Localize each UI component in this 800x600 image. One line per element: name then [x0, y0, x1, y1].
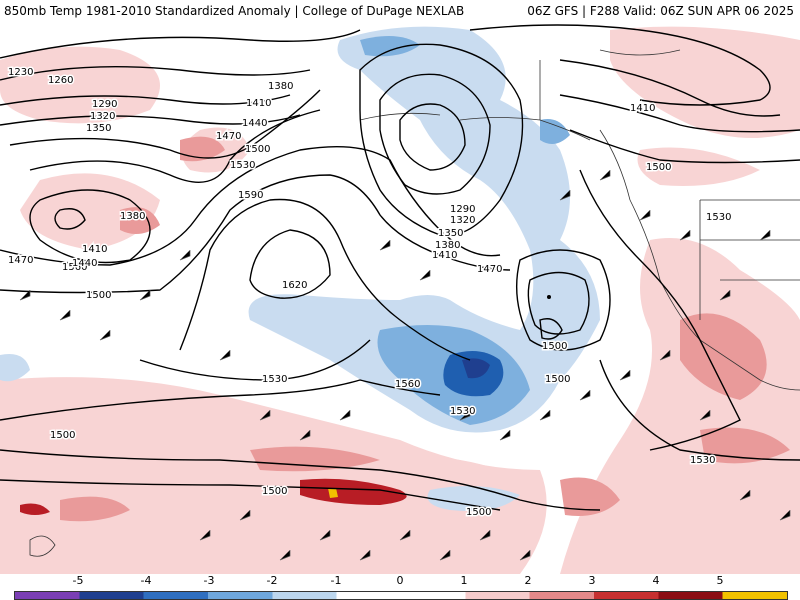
legend-tick: 2 — [524, 574, 532, 587]
contour-label: 1320 — [450, 215, 475, 226]
contour-label: 1500 — [545, 374, 570, 385]
anomaly-legend: -5 -4 -3 -2 -1 0 1 2 3 4 5 — [0, 574, 800, 600]
contour-label: 1380 — [268, 81, 293, 92]
contour-label: 1590 — [238, 190, 263, 201]
contour-label: 1500 — [50, 430, 75, 441]
contour-label: 1560 — [395, 379, 420, 390]
weather-map[interactable]: 1230 1260 1290 1320 1350 1380 1410 1440 … — [0, 22, 800, 574]
contour-label: 1500 — [466, 507, 491, 518]
contour-label: 1380 — [120, 211, 145, 222]
contour-label: 1410 — [432, 250, 457, 261]
contour-label: 1440 — [242, 118, 267, 129]
contour-label: 1530 — [230, 160, 255, 171]
contour-label: 1350 — [438, 228, 463, 239]
legend-tick: -4 — [140, 574, 152, 587]
contour-label: 1290 — [92, 99, 117, 110]
legend-tick: 5 — [716, 574, 724, 587]
contour-label: 1620 — [282, 280, 307, 291]
contour-label: 1500 — [542, 341, 567, 352]
legend-tick: 1 — [460, 574, 468, 587]
map-header: 850mb Temp 1981-2010 Standardized Anomal… — [0, 0, 800, 22]
contour-labels: 1230 1260 1290 1320 1350 1380 1410 1440 … — [7, 66, 733, 520]
contour-label: 1230 — [8, 67, 33, 78]
legend-color-bar — [14, 591, 788, 600]
extreme-positive-anomaly — [328, 488, 338, 498]
contour-label: 1560 — [62, 262, 87, 273]
legend-tick: -2 — [266, 574, 278, 587]
contour-label: 1530 — [690, 455, 715, 466]
deep-negative-anomaly — [462, 358, 490, 379]
contour-label: 1290 — [450, 204, 475, 215]
contour-label: 1410 — [630, 103, 655, 114]
contour-label: 1500 — [245, 144, 270, 155]
contour-label: 1530 — [450, 406, 475, 417]
low-center-marker — [547, 295, 551, 299]
legend-tick: 3 — [588, 574, 596, 587]
model-run-info: 06Z GFS | F288 Valid: 06Z SUN APR 06 202… — [527, 4, 794, 18]
coastlines — [29, 49, 800, 557]
contour-label: 1500 — [262, 486, 287, 497]
strong-positive-anomaly — [20, 478, 407, 515]
legend-tick: -3 — [203, 574, 215, 587]
contour-label: 1380 — [435, 240, 460, 251]
contour-label: 1470 — [477, 264, 502, 275]
legend-tick: -5 — [72, 574, 84, 587]
legend-tick: 0 — [396, 574, 404, 587]
legend-tick: -1 — [330, 574, 342, 587]
legend-tick: 4 — [652, 574, 660, 587]
contour-label: 1470 — [8, 255, 33, 266]
contour-label: 1350 — [86, 123, 111, 134]
contour-label: 1440 — [72, 258, 97, 269]
moderate-positive-anomaly — [60, 136, 790, 522]
contour-label: 1470 — [216, 131, 241, 142]
map-title: 850mb Temp 1981-2010 Standardized Anomal… — [4, 4, 465, 18]
contour-label: 1500 — [646, 162, 671, 173]
wind-barbs — [19, 170, 791, 561]
contour-label: 1320 — [90, 111, 115, 122]
contour-label: 1530 — [262, 374, 287, 385]
contour-label: 1410 — [82, 244, 107, 255]
contour-label: 1530 — [706, 212, 731, 223]
contour-label: 1410 — [246, 98, 271, 109]
contour-label: 1260 — [48, 75, 73, 86]
contour-label: 1500 — [86, 290, 111, 301]
height-contours — [0, 24, 800, 511]
